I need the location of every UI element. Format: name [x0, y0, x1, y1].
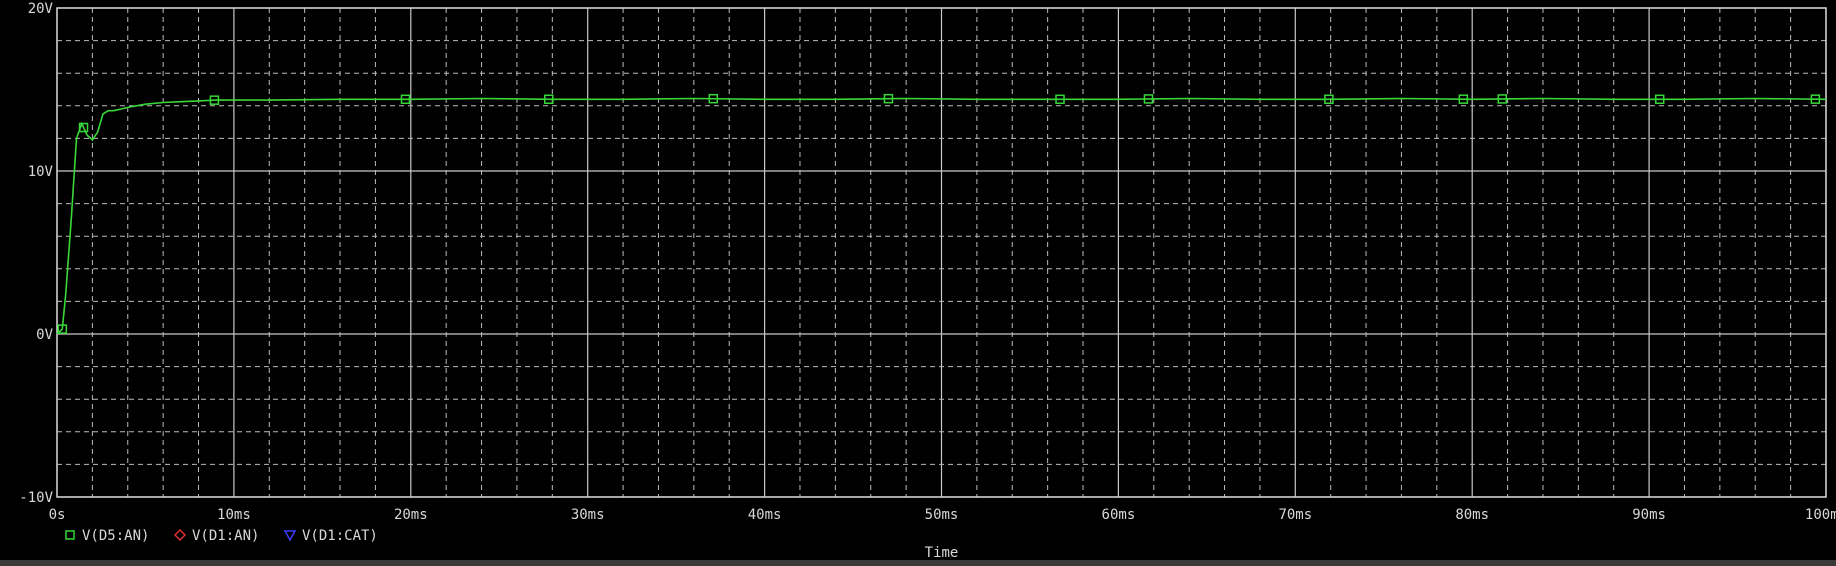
series-marker	[1654, 94, 1665, 105]
series-marker	[1458, 94, 1469, 104]
legend-marker-diamond	[173, 528, 187, 542]
y-tick-label: -10V	[19, 490, 53, 506]
x-tick-label: 70ms	[1278, 507, 1312, 523]
x-tick-label: 0s	[49, 507, 66, 523]
series-layer	[56, 93, 1827, 335]
legend-label: V(D1:CAT)	[302, 528, 378, 544]
y-tick-label: 0V	[36, 327, 53, 343]
series-marker	[883, 93, 894, 104]
series-marker	[209, 95, 220, 105]
x-tick-label: 20ms	[394, 507, 428, 523]
series-marker	[57, 324, 68, 334]
series-marker	[1143, 94, 1154, 104]
legend-marker-square	[65, 530, 75, 540]
series-marker	[1055, 94, 1065, 105]
x-tick-label: 100ms	[1805, 507, 1836, 523]
series-line	[56, 97, 1827, 335]
x-axis-title: Time	[925, 545, 959, 561]
x-tick-label: 40ms	[748, 507, 782, 523]
tick-labels: 0s 10ms 20ms 30ms 40ms 50ms 60ms 70ms 80ms 90ms 10…	[19, 1, 1836, 523]
series-marker	[400, 94, 411, 105]
grid	[56, 7, 1827, 498]
series-marker	[78, 122, 89, 133]
x-tick-label: 50ms	[925, 507, 959, 523]
series-marker	[1324, 94, 1334, 105]
legend-marker-triangle	[283, 530, 297, 542]
series-marker	[1810, 94, 1821, 104]
legend: V(D5:AN) V(D1:AN) V(D1:CAT)	[65, 528, 378, 544]
x-tick-label: 80ms	[1455, 507, 1489, 523]
x-tick-label: 90ms	[1632, 507, 1666, 523]
series-marker	[708, 93, 719, 104]
x-tick-label: 10ms	[217, 507, 251, 523]
series-marker	[544, 94, 554, 104]
legend-label: V(D5:AN)	[82, 528, 149, 544]
y-tick-label: 10V	[28, 164, 54, 180]
series-marker	[1497, 94, 1508, 104]
y-tick-label: 20V	[28, 1, 54, 17]
x-tick-label: 30ms	[571, 507, 605, 523]
x-tick-label: 60ms	[1102, 507, 1136, 523]
plot-frame	[56, 7, 1827, 498]
bottom-scroll-bar	[0, 560, 1836, 566]
legend-label: V(D1:AN)	[192, 528, 259, 544]
